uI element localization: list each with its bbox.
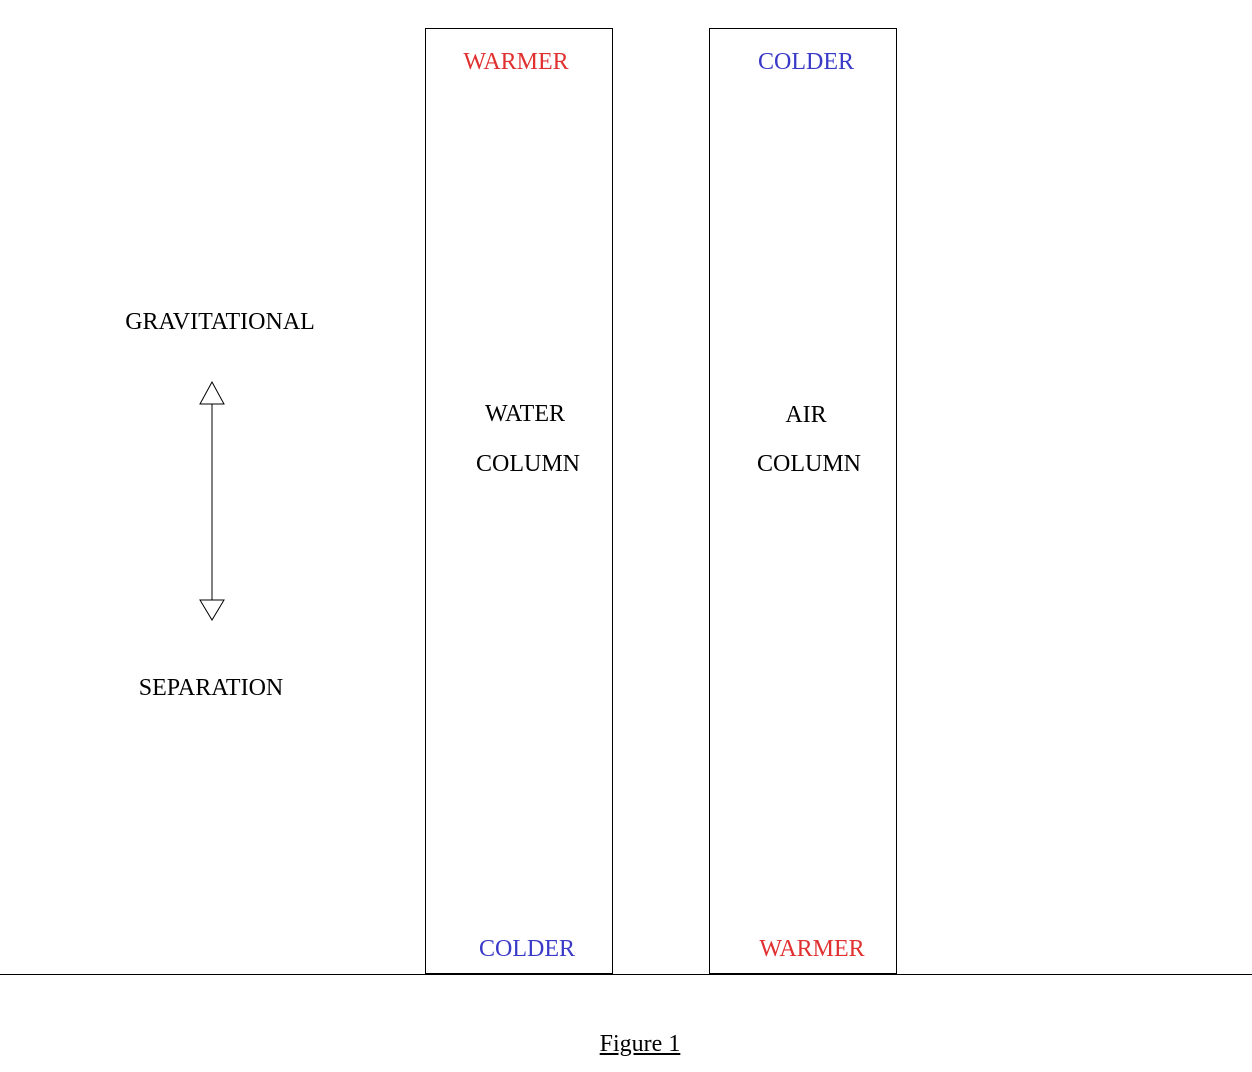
air-column	[709, 28, 897, 974]
water-column-top-label: WARMER	[463, 49, 569, 75]
separation-label: SEPARATION	[138, 675, 284, 701]
air-column-bottom-label: WARMER	[759, 936, 865, 962]
gravitational-label: GRAVITATIONAL	[125, 309, 315, 335]
air-column-top-label: COLDER	[758, 49, 854, 75]
air-column-label-line2: COLUMN	[756, 451, 862, 477]
air-column-label-line1: AIR	[785, 402, 827, 428]
water-column	[425, 28, 613, 974]
double-arrow-icon	[199, 380, 225, 621]
ground-line	[0, 974, 1252, 975]
water-column-label-line1: WATER	[485, 401, 565, 427]
water-column-label-line2: COLUMN	[475, 451, 581, 477]
water-column-bottom-label: COLDER	[479, 936, 575, 962]
figure-caption: Figure 1	[599, 1031, 681, 1057]
